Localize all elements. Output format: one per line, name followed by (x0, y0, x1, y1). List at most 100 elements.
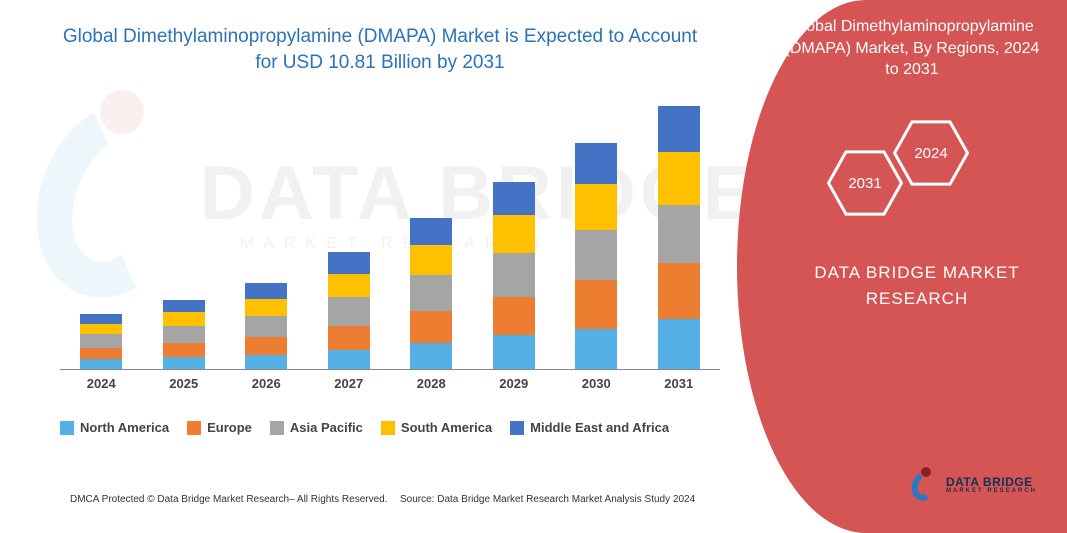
hexagon-2024: 2024 (893, 120, 969, 186)
bar-slot (390, 100, 473, 369)
segment (163, 326, 205, 343)
bar-2024 (80, 314, 122, 369)
segment (658, 319, 700, 369)
segment (328, 252, 370, 273)
segment (410, 275, 452, 311)
segment (575, 143, 617, 184)
x-tick-label: 2028 (390, 376, 473, 391)
segment (163, 357, 205, 369)
segment (163, 343, 205, 357)
segment (575, 280, 617, 328)
segment (410, 343, 452, 369)
brand-line1: DATA BRIDGE MARKET (797, 260, 1037, 286)
right-panel: Global Dimethylaminopropylamine (DMAPA) … (737, 0, 1067, 533)
bar-2030 (575, 143, 617, 369)
segment (658, 152, 700, 205)
segment (410, 218, 452, 245)
segment (575, 329, 617, 370)
bars-container (60, 100, 720, 369)
legend-label: Europe (207, 420, 252, 435)
legend-item: Europe (187, 420, 252, 435)
segment (658, 106, 700, 152)
mini-logo: DATA BRIDGE MARKET RESEARCH (912, 467, 1037, 503)
brand-text: DATA BRIDGE MARKET RESEARCH (797, 260, 1037, 311)
x-tick-label: 2024 (60, 376, 143, 391)
legend: North America Europe Asia Pacific South Ame… (60, 420, 740, 435)
legend-label: North America (80, 420, 169, 435)
segment (80, 359, 122, 369)
bar-chart: 20242025202620272028202920302031 (60, 100, 720, 400)
segment (80, 314, 122, 324)
mini-brand: DATA BRIDGE (946, 475, 1033, 489)
bar-2031 (658, 106, 700, 369)
segment (245, 316, 287, 337)
hexagon-label: 2031 (848, 175, 881, 192)
segment (80, 324, 122, 335)
segment (493, 253, 535, 296)
footer-copyright: DMCA Protected © Data Bridge Market Rese… (70, 494, 388, 505)
bar-2028 (410, 218, 452, 369)
bar-2025 (163, 300, 205, 369)
chart-title: Global Dimethylaminopropylamine (DMAPA) … (60, 24, 700, 75)
hexagon-2031: 2031 (827, 150, 903, 216)
segment (493, 182, 535, 215)
segment (245, 355, 287, 369)
mini-logo-text: DATA BRIDGE MARKET RESEARCH (946, 476, 1037, 494)
segment (80, 348, 122, 360)
x-tick-label: 2031 (638, 376, 721, 391)
legend-item: Asia Pacific (270, 420, 363, 435)
segment (328, 326, 370, 350)
segment (328, 274, 370, 297)
bar-slot (473, 100, 556, 369)
segment (575, 184, 617, 230)
bar-2027 (328, 252, 370, 369)
segment (328, 350, 370, 369)
x-axis-labels: 20242025202620272028202920302031 (60, 376, 720, 391)
legend-swatch (381, 421, 395, 435)
bar-slot (225, 100, 308, 369)
x-tick-label: 2029 (473, 376, 556, 391)
segment (658, 205, 700, 263)
bar-slot (638, 100, 721, 369)
bar-2026 (245, 283, 287, 369)
footer-source: Source: Data Bridge Market Research Mark… (400, 494, 695, 505)
x-tick-label: 2026 (225, 376, 308, 391)
mini-logo-icon (912, 467, 938, 503)
legend-swatch (187, 421, 201, 435)
legend-swatch (270, 421, 284, 435)
bar-slot (555, 100, 638, 369)
legend-label: Middle East and Africa (530, 420, 669, 435)
bar-slot (60, 100, 143, 369)
segment (163, 300, 205, 313)
segment (658, 263, 700, 319)
segment (493, 215, 535, 254)
segment (410, 311, 452, 343)
bar-2029 (493, 182, 535, 369)
hexagon-label: 2024 (914, 145, 947, 162)
right-panel-title: Global Dimethylaminopropylamine (DMAPA) … (777, 16, 1047, 81)
segment (575, 230, 617, 280)
segment (245, 299, 287, 316)
legend-item: South America (381, 420, 492, 435)
hexagon-badges: 2031 2024 (827, 120, 1027, 240)
legend-item: Middle East and Africa (510, 420, 669, 435)
segment (163, 312, 205, 326)
legend-item: North America (60, 420, 169, 435)
segment (410, 245, 452, 276)
plot-area (60, 100, 720, 370)
bar-slot (308, 100, 391, 369)
x-tick-label: 2025 (143, 376, 226, 391)
legend-label: Asia Pacific (290, 420, 363, 435)
x-tick-label: 2027 (308, 376, 391, 391)
segment (245, 337, 287, 354)
mini-sub: MARKET RESEARCH (946, 488, 1037, 494)
brand-line2: RESEARCH (797, 286, 1037, 312)
segment (80, 334, 122, 348)
legend-swatch (60, 421, 74, 435)
legend-swatch (510, 421, 524, 435)
segment (493, 335, 535, 369)
x-tick-label: 2030 (555, 376, 638, 391)
segment (245, 283, 287, 298)
legend-label: South America (401, 420, 492, 435)
segment (328, 297, 370, 326)
